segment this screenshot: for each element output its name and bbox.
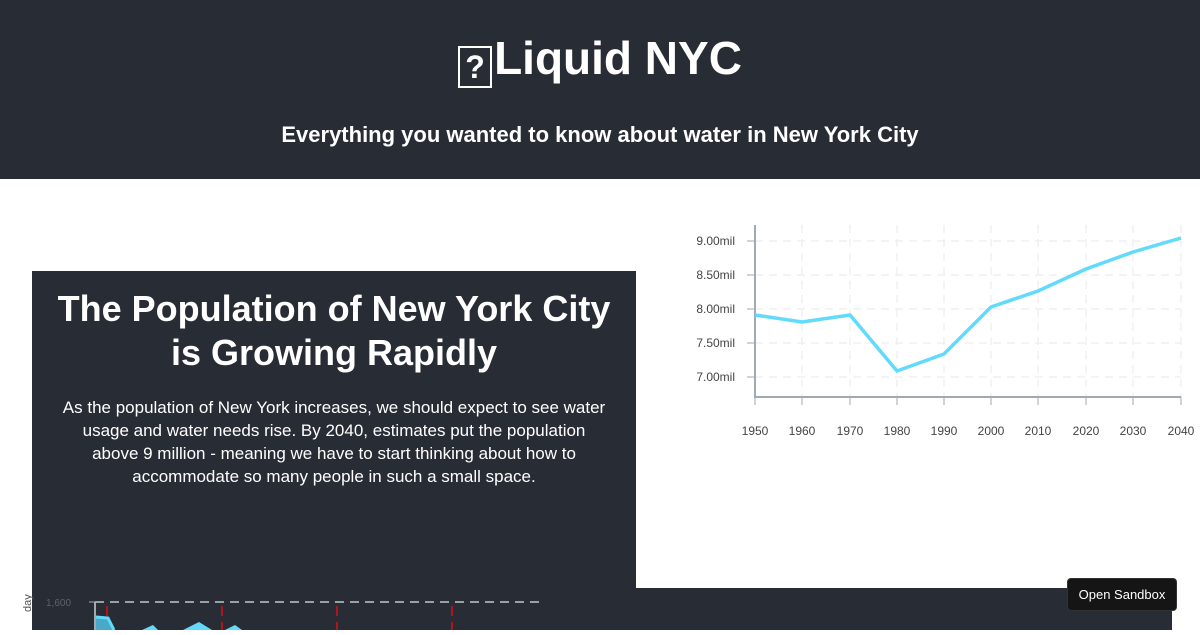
axes [754,225,1181,398]
red-markers [106,606,453,630]
site-header: ? Liquid NYC Everything you wanted to kno… [0,0,1200,179]
ticks [747,240,1182,405]
site-title-text: Liquid NYC [494,32,742,84]
x-tick-label: 2030 [1119,424,1147,438]
grid-lines [754,225,1182,397]
water-usage-area [96,616,114,630]
y-tick-label: 7.00mil [696,370,735,384]
y-tick-label: 7.50mil [696,336,735,350]
population-section: The Population of New York City is Growi… [32,271,636,630]
x-tick-label: 2010 [1024,424,1052,438]
open-sandbox-button[interactable]: Open Sandbox [1067,578,1177,611]
water-usage-chart [0,588,600,631]
bottom-y-tick-label: 1,600 [46,598,72,609]
x-tick-label: 2020 [1072,424,1100,438]
y-tick-label: 9.00mil [696,234,735,248]
x-tick-label: 1980 [883,424,911,438]
population-line [754,236,1182,374]
population-line-chart: 9.00mil 8.50mil 8.00mil 7.50mil 7.00mil … [660,215,1200,455]
x-tick-label: 1960 [788,424,816,438]
y-tick-label: 8.50mil [696,268,735,282]
x-tick-label: 2000 [977,424,1005,438]
x-tick-label: 2040 [1167,424,1195,438]
site-subtitle: Everything you wanted to know about wate… [281,122,919,147]
y-tick-label: 8.00mil [696,302,735,316]
water-usage-chart-svg [89,601,542,631]
bottom-y-axis-label: day [22,594,34,612]
x-tick-label: 1970 [836,424,864,438]
population-body: As the population of New York increases,… [62,398,606,486]
population-chart-svg [747,225,1182,405]
x-tick-label: 1950 [741,424,769,438]
water-usage-line [95,615,116,631]
missing-glyph-icon: ? [458,46,493,88]
x-tick-label: 1990 [930,424,958,438]
population-heading: The Population of New York City is Growi… [57,288,611,373]
site-title: ? Liquid NYC [0,30,1200,88]
